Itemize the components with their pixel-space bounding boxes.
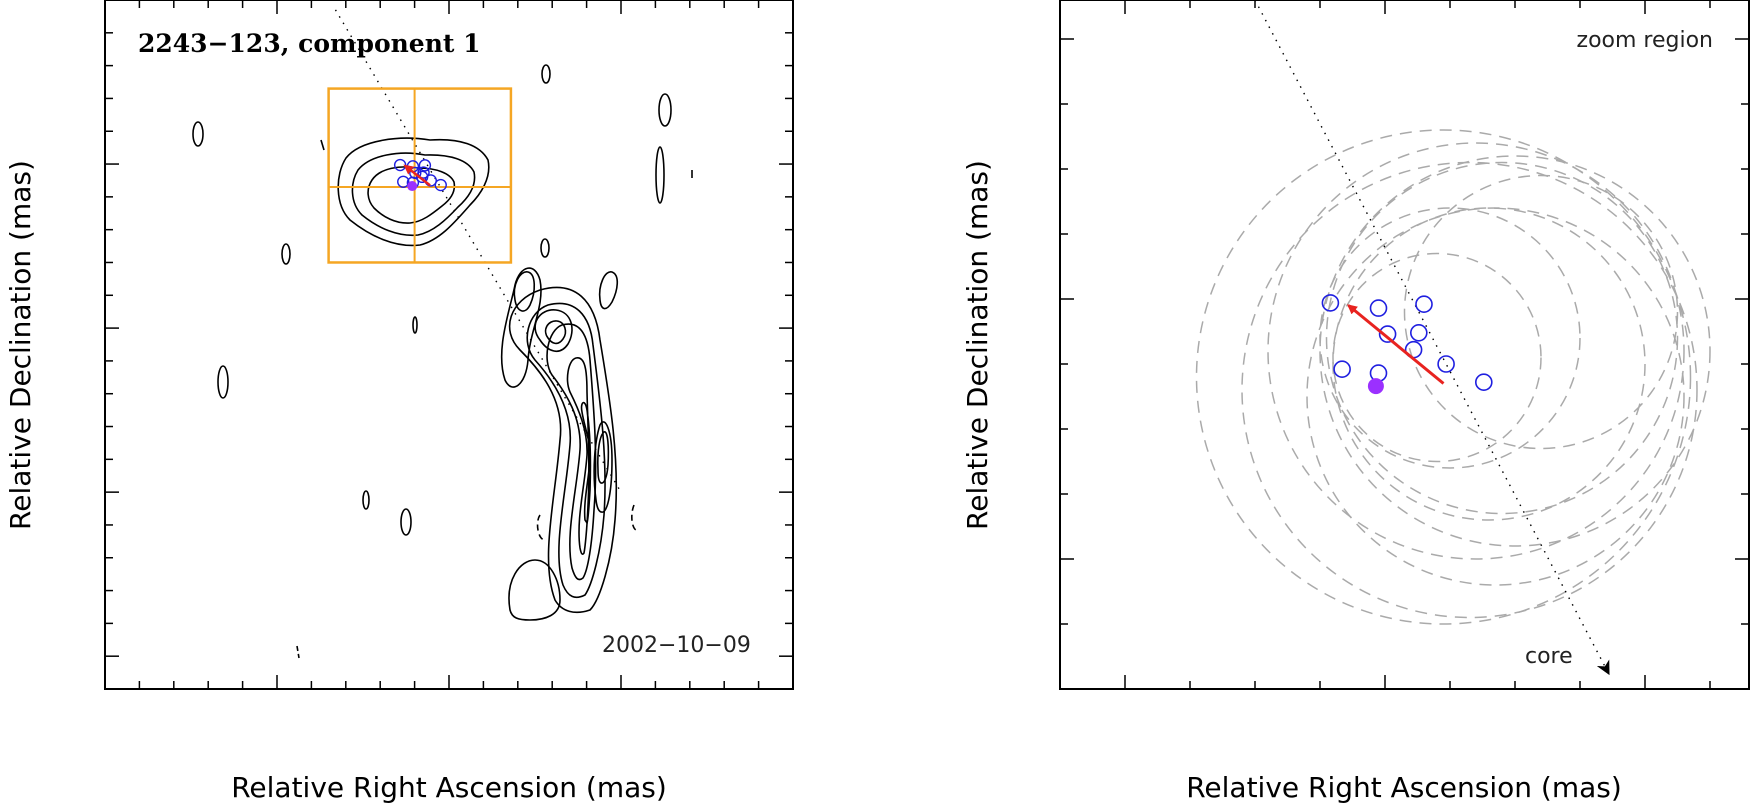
- position-point: [434, 178, 447, 192]
- right-plot-area: [1059, 0, 1749, 690]
- contour-map: [192, 64, 693, 659]
- position-point: [415, 170, 429, 184]
- jet-axis-line: [334, 9, 622, 493]
- position-point: [1415, 295, 1433, 314]
- position-point: [1333, 360, 1351, 379]
- position-point: [393, 158, 407, 172]
- left-panel-title: 2243−123, component 1: [138, 29, 481, 58]
- mean-position-point: [1367, 378, 1384, 395]
- right-x-axis-label: Relative Right Ascension (mas): [1186, 771, 1622, 804]
- uncertainty-circle: [1195, 129, 1692, 625]
- position-point: [1321, 294, 1340, 312]
- core-direction-arrow: [1254, 0, 1610, 676]
- uncertainty-circle: [1319, 207, 1581, 469]
- right-panel: zoom region core Relative Right Ascensio…: [961, 0, 1750, 804]
- mean-position-point: [407, 181, 418, 192]
- uncertainty-circle: [1332, 252, 1542, 463]
- uncertainty-circle: [1267, 142, 1685, 560]
- observation-date-label: 2002−10−09: [602, 633, 751, 658]
- position-point: [1410, 323, 1428, 342]
- zoom-region-label: zoom region: [1577, 28, 1713, 53]
- uncertainty-circle: [1325, 161, 1679, 515]
- position-point: [1437, 355, 1455, 373]
- right-plot-frame: [1059, 0, 1750, 690]
- left-y-axis-label: Relative Declination (mas): [4, 160, 37, 530]
- zoom-box: [327, 87, 513, 264]
- position-point: [1369, 299, 1388, 317]
- position-point: [418, 159, 432, 172]
- position-point: [1378, 325, 1397, 343]
- position-point: [397, 175, 410, 188]
- left-x-axis-label: Relative Right Ascension (mas): [231, 771, 667, 804]
- motion-vector-arrow: [1347, 304, 1445, 385]
- uncertainty-circle: [1306, 207, 1685, 586]
- uncertainty-circle: [1241, 161, 1698, 619]
- uncertainty-circle: [1319, 155, 1711, 547]
- left-plot-area: [104, 0, 794, 690]
- right-y-axis-label: Relative Declination (mas): [961, 160, 994, 530]
- core-direction-label: core: [1525, 644, 1573, 669]
- left-plot-frame: [104, 0, 794, 690]
- uncertainty-circle: [1332, 207, 1646, 521]
- left-panel: 2243−123, component 1 2002−10−09 Relativ…: [4, 0, 794, 804]
- motion-vector-arrow: [403, 164, 431, 187]
- uncertainty-circle: [1403, 174, 1679, 450]
- position-point: [1475, 373, 1493, 392]
